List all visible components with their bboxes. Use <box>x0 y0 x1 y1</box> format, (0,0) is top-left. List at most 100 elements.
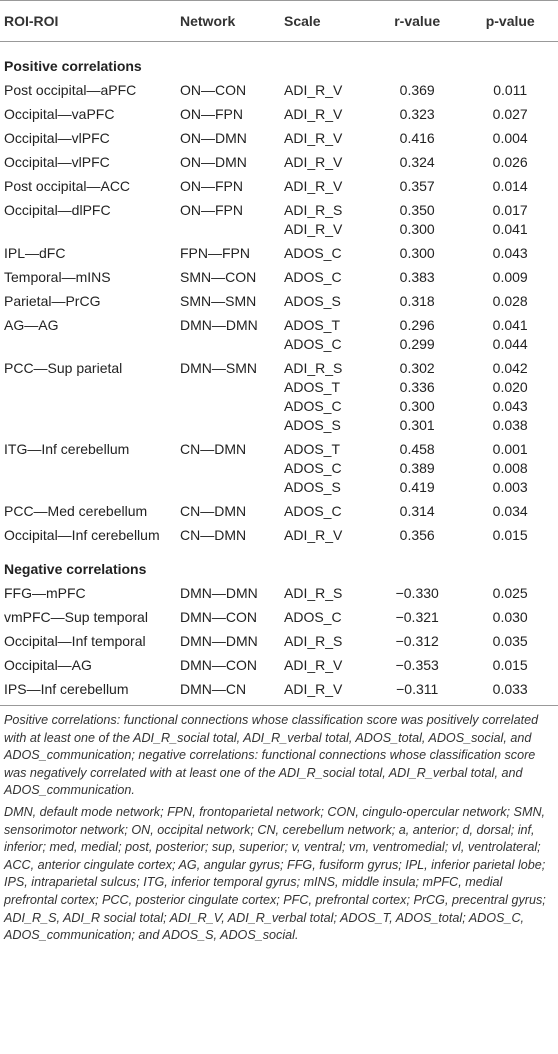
empty-cell <box>176 378 280 397</box>
r-value-cell: 0.300 <box>399 245 435 261</box>
network-cell: ON—DMN <box>180 130 247 146</box>
column-header: ROI-ROI <box>0 0 176 42</box>
scale-cell: ADI_R_S <box>284 585 343 601</box>
r-value-cell: −0.330 <box>395 585 439 601</box>
r-value-cell: −0.311 <box>396 681 439 697</box>
scale-cell: ADOS_C <box>284 503 342 519</box>
p-value-cell: 0.017 <box>492 202 528 218</box>
results-table: ROI-ROI Network Scale r-value p-value Positi… <box>0 0 558 706</box>
column-header: Scale <box>280 0 372 42</box>
empty-cell <box>176 397 280 416</box>
section-row: Positive correlations <box>0 42 558 77</box>
table-row: Occipital—vlPFC ON—DMN ADI_R_V 0.416 0.004 <box>0 124 558 148</box>
r-value-cell: 0.389 <box>399 460 435 476</box>
scale-cell: ADOS_T <box>284 379 341 395</box>
p-value-cell: 0.009 <box>492 269 528 285</box>
p-value-cell: 0.025 <box>492 585 528 601</box>
table-row: Occipital—Inf temporal DMN—DMN ADI_R_S −0.3… <box>0 627 558 651</box>
p-value-cell: 0.030 <box>492 609 528 625</box>
empty-cell <box>176 478 280 497</box>
network-cell: ON—FPN <box>180 178 243 194</box>
r-value-cell: 0.314 <box>399 503 435 519</box>
r-value-cell: 0.458 <box>399 441 435 457</box>
r-value-cell: 0.296 <box>399 317 435 333</box>
network-cell: SMN—CON <box>180 269 257 285</box>
table-row: Post occipital—aPFC ON—CON ADI_R_V 0.369 0.0… <box>0 76 558 100</box>
table-row: ADOS_C 0.299 0.044 <box>0 335 558 354</box>
empty-cell <box>0 220 176 239</box>
scale-cell: ADOS_C <box>284 460 342 476</box>
p-value-cell: 0.004 <box>492 130 528 146</box>
p-value-cell: 0.042 <box>492 360 528 376</box>
roi-cell: AG—AG <box>4 317 59 333</box>
section-row: Negative correlations <box>0 545 558 579</box>
scale-cell: ADOS_S <box>284 293 341 309</box>
scale-cell: ADI_R_S <box>284 202 343 218</box>
roi-cell: Occipital—vaPFC <box>4 106 115 122</box>
network-cell: SMN—SMN <box>180 293 257 309</box>
scale-cell: ADOS_C <box>284 245 342 261</box>
network-cell: DMN—CON <box>180 609 257 625</box>
scale-cell: ADOS_T <box>284 317 341 333</box>
r-value-cell: −0.312 <box>395 633 439 649</box>
network-cell: FPN—FPN <box>180 245 250 261</box>
roi-cell: Post occipital—aPFC <box>4 82 137 98</box>
p-value-cell: 0.015 <box>492 527 528 543</box>
r-value-cell: 0.383 <box>399 269 435 285</box>
table-row: ADOS_C 0.389 0.008 <box>0 459 558 478</box>
r-value-cell: 0.299 <box>399 336 435 352</box>
scale-cell: ADI_R_V <box>284 221 343 237</box>
column-header: r-value <box>372 0 463 42</box>
network-cell: DMN—DMN <box>180 633 258 649</box>
column-header: Network <box>176 0 280 42</box>
p-value-cell: 0.043 <box>492 398 528 414</box>
table-row: ADOS_S 0.419 0.003 <box>0 478 558 497</box>
r-value-cell: 0.301 <box>399 417 435 433</box>
table-row: ADOS_T 0.336 0.020 <box>0 378 558 397</box>
table-row: PCC—Sup parietal DMN—SMN ADI_R_S 0.302 0.042 <box>0 354 558 378</box>
scale-cell: ADI_R_V <box>284 657 343 673</box>
r-value-cell: 0.357 <box>399 178 435 194</box>
roi-cell: Post occipital—ACC <box>4 178 131 194</box>
network-cell: CN—DMN <box>180 441 247 457</box>
p-value-cell: 0.020 <box>492 379 528 395</box>
p-value-cell: 0.035 <box>492 633 528 649</box>
network-cell: DMN—DMN <box>180 585 258 601</box>
p-value-cell: 0.026 <box>492 154 528 170</box>
p-value-cell: 0.001 <box>492 441 528 457</box>
network-cell: CN—DMN <box>180 527 247 543</box>
table-row: vmPFC—Sup temporal DMN—CON ADOS_C −0.321 0.0… <box>0 603 558 627</box>
roi-cell: Parietal—PrCG <box>4 293 101 309</box>
r-value-cell: 0.323 <box>399 106 435 122</box>
footnotes: Positive correlations: functional connec… <box>0 706 558 945</box>
p-value-cell: 0.034 <box>492 503 528 519</box>
p-value-cell: 0.003 <box>492 479 528 495</box>
table-row: Occipital—vaPFC ON—FPN ADI_R_V 0.323 0.027 <box>0 100 558 124</box>
table-row: Parietal—PrCG SMN—SMN ADOS_S 0.318 0.028 <box>0 287 558 311</box>
p-value-cell: 0.008 <box>492 460 528 476</box>
table-row: Occipital—dlPFC ON—FPN ADI_R_S 0.350 0.017 <box>0 196 558 220</box>
roi-cell: Temporal—mINS <box>4 269 111 285</box>
scale-cell: ADI_R_V <box>284 130 343 146</box>
empty-cell <box>176 459 280 478</box>
empty-cell <box>0 459 176 478</box>
scale-cell: ADI_R_V <box>284 681 343 697</box>
r-value-cell: 0.369 <box>399 82 435 98</box>
roi-cell: Occipital—vlPFC <box>4 154 110 170</box>
table-row: Temporal—mINS SMN—CON ADOS_C 0.383 0.009 <box>0 263 558 287</box>
r-value-cell: 0.300 <box>399 398 435 414</box>
network-cell: DMN—DMN <box>180 317 258 333</box>
p-value-cell: 0.041 <box>492 317 528 333</box>
roi-cell: Occipital—vlPFC <box>4 130 110 146</box>
column-header: p-value <box>462 0 558 42</box>
r-value-cell: 0.350 <box>399 202 435 218</box>
empty-cell <box>176 335 280 354</box>
r-value-cell: 0.356 <box>399 527 435 543</box>
network-cell: ON—DMN <box>180 154 247 170</box>
roi-cell: Occipital—dlPFC <box>4 202 111 218</box>
empty-cell <box>0 378 176 397</box>
roi-cell: IPS—Inf cerebellum <box>4 681 129 697</box>
p-value-cell: 0.038 <box>492 417 528 433</box>
footnote: DMN, default mode network; FPN, frontopa… <box>4 804 546 943</box>
